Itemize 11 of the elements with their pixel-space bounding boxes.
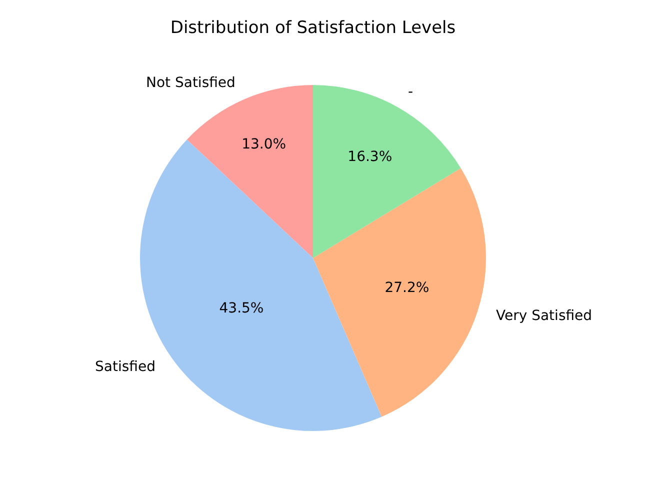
chart-title: Distribution of Satisfaction Levels: [170, 18, 456, 38]
data-label: 13.0%: [242, 136, 286, 152]
slice-label: Satisfied: [95, 359, 156, 375]
pie-slice: [313, 168, 486, 417]
slice-label: Very Satisfied: [496, 308, 592, 324]
slice-label: -: [408, 84, 414, 100]
data-label: 43.5%: [219, 300, 264, 316]
pie-slice: [313, 85, 461, 258]
data-label: 27.2%: [384, 280, 430, 296]
slice-label: Not Satisfied: [146, 75, 236, 91]
data-label: 16.3%: [348, 148, 392, 165]
